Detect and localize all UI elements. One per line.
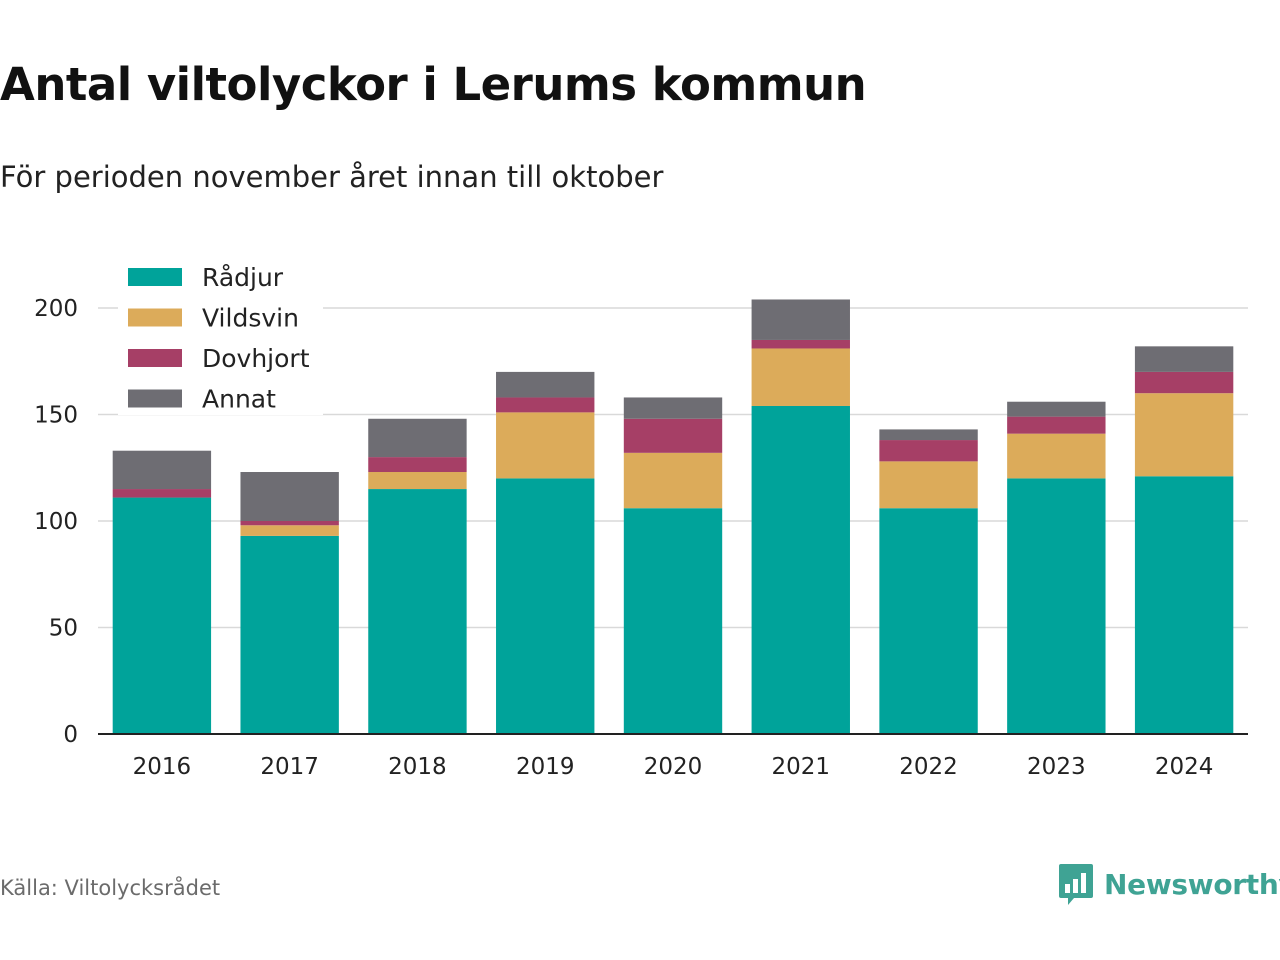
bar-segment-2024-annat <box>1134 346 1234 372</box>
y-tick-label: 0 <box>63 722 78 748</box>
bar-segment-2019-annat <box>496 371 595 398</box>
legend: Rådjur Vildsvin Dovhjort Annat <box>118 255 323 415</box>
bar-segment-2022-vildsvin <box>879 461 978 509</box>
bar-segment-2022-dovhjort <box>879 440 978 462</box>
bar-segment-2019-dovhjort <box>496 397 595 413</box>
bar-segment-2017-vildsvin <box>240 525 339 536</box>
y-tick-label: 100 <box>34 509 78 535</box>
x-tick-label: 2019 <box>516 754 575 780</box>
x-tick-label: 2021 <box>772 754 831 780</box>
axes: 0 50 100 150 200 2016 2017 2018 2019 2020 2021 2022… <box>34 296 1248 780</box>
bar-segment-2016-dovhjort <box>112 489 212 498</box>
bar-segment-2016-rådjur <box>112 497 212 734</box>
bar-segment-2018-dovhjort <box>368 457 467 473</box>
legend-label: Annat <box>202 385 276 414</box>
legend-label: Vildsvin <box>202 304 299 333</box>
legend-label: Dovhjort <box>202 344 310 373</box>
bar-segment-2022-rådjur <box>879 508 978 734</box>
bar-segment-2022-annat <box>879 429 978 441</box>
bar-segment-2024-dovhjort <box>1134 371 1234 394</box>
x-tick-label: 2018 <box>388 754 447 780</box>
legend-swatch <box>128 308 182 327</box>
bars <box>112 299 1234 734</box>
bar-segment-2021-dovhjort <box>751 339 850 349</box>
legend-label: Rådjur <box>202 263 284 292</box>
bar-segment-2021-vildsvin <box>751 348 850 406</box>
bar-segment-2019-vildsvin <box>496 412 595 479</box>
bar-segment-2017-dovhjort <box>240 521 339 526</box>
bar-segment-2023-rådjur <box>1007 478 1106 734</box>
bar-segment-2018-annat <box>368 418 467 458</box>
bar-segment-2019-rådjur <box>496 478 595 734</box>
y-tick-label: 200 <box>34 296 78 322</box>
bar-segment-2017-annat <box>240 472 339 521</box>
newsworthy-logo-icon <box>1059 864 1093 905</box>
x-tick-label: 2017 <box>260 754 319 780</box>
bar-segment-2018-vildsvin <box>368 472 467 490</box>
bar-segment-2023-dovhjort <box>1007 416 1106 434</box>
bar-segment-2017-rådjur <box>240 535 339 734</box>
y-tick-label: 50 <box>49 616 78 642</box>
chart-title: Antal viltolyckor i Lerums kommun <box>0 58 867 111</box>
legend-swatch <box>128 268 182 286</box>
x-tick-label: 2023 <box>1027 754 1086 780</box>
y-tick-label: 150 <box>34 403 78 429</box>
x-tick-label: 2020 <box>644 754 703 780</box>
bar-segment-2020-annat <box>623 397 723 419</box>
x-tick-label: 2024 <box>1155 754 1214 780</box>
bar-segment-2020-rådjur <box>623 508 723 734</box>
x-tick-label: 2022 <box>899 754 958 780</box>
chart-subtitle: För perioden november året innan till ok… <box>0 160 664 194</box>
bar-segment-2020-dovhjort <box>623 418 723 453</box>
bar-segment-2020-vildsvin <box>623 452 723 509</box>
legend-swatch <box>128 349 182 367</box>
legend-swatch <box>128 389 182 408</box>
brand-logo: Newsworthy <box>1058 862 1280 906</box>
bar-segment-2023-annat <box>1007 401 1106 417</box>
x-tick-label: 2016 <box>133 754 192 780</box>
bar-segment-2023-vildsvin <box>1007 433 1106 479</box>
bar-segment-2018-rådjur <box>368 489 467 734</box>
bar-segment-2016-annat <box>112 450 212 490</box>
bar-segment-2024-rådjur <box>1134 476 1234 734</box>
source-note: Källa: Viltolycksrådet <box>0 876 221 900</box>
bar-segment-2024-vildsvin <box>1134 393 1234 477</box>
bar-segment-2021-rådjur <box>751 405 850 734</box>
bar-segment-2021-annat <box>751 299 850 340</box>
brand-name: Newsworthy <box>1104 867 1280 901</box>
